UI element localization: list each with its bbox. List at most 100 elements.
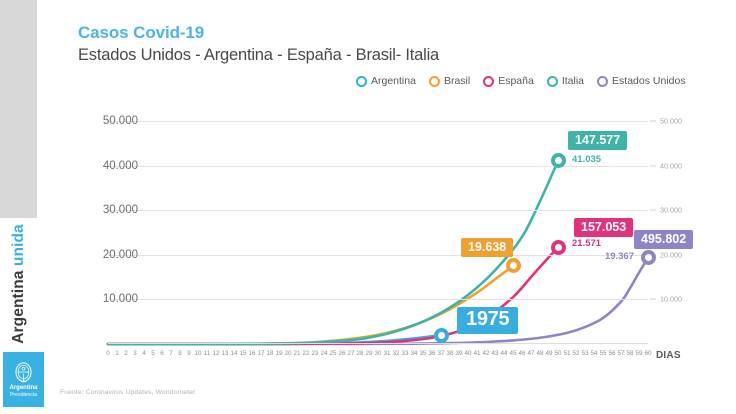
x-tick-label: 0	[106, 350, 110, 357]
y-tick-label-left: 50.000	[102, 114, 138, 127]
y-tick-label-right: 40.000	[660, 161, 682, 171]
legend-label: Brasil	[443, 75, 471, 87]
x-tick-label: 49	[545, 350, 553, 357]
x-tick-label: 25	[329, 350, 337, 357]
x-tick-label: 5	[151, 350, 155, 357]
x-axis-title: DIAS	[656, 350, 681, 361]
x-tick-label: 11	[203, 350, 211, 357]
x-tick-label: 12	[212, 350, 220, 357]
argentina-presidencia-logo: Argentina Presidencia	[3, 352, 44, 407]
callout-italia: 147.577	[568, 130, 628, 150]
gridline	[108, 299, 648, 301]
y-tick-mark-right	[650, 120, 656, 122]
sidebar-grey-block	[0, 0, 37, 218]
x-tick-label: 7	[169, 350, 173, 357]
x-tick-label: 50	[554, 350, 562, 357]
sidebar: Argentina unida Argentina Presidencia	[0, 0, 48, 414]
x-tick-label: 23	[311, 350, 319, 357]
x-tick-label: 26	[338, 350, 346, 357]
x-tick-label: 19	[275, 350, 283, 357]
chart-curves	[106, 159, 650, 346]
x-tick-label: 32	[392, 350, 400, 357]
brand-text-argentina: Argentina	[9, 266, 27, 344]
x-tick-label: 30	[374, 350, 382, 357]
x-tick-label: 41	[473, 350, 481, 357]
x-tick-label: 10	[194, 350, 202, 357]
x-tick-label: 58	[626, 350, 634, 357]
x-tick-label: 45	[509, 350, 517, 357]
gridline	[108, 165, 648, 167]
x-tick-label: 18	[266, 350, 274, 357]
x-tick-label: 2	[124, 350, 128, 357]
callout-brasil: 19.638	[461, 237, 514, 257]
gridline	[108, 120, 648, 122]
y-tick-label-right: 20.000	[660, 250, 682, 260]
x-tick-label: 28	[356, 350, 364, 357]
page-subtitle: Estados Unidos - Argentina - España - Br…	[78, 46, 440, 64]
legend-item-italia[interactable]: Italia	[546, 75, 584, 87]
x-tick-label: 13	[221, 350, 229, 357]
endpoint-value-italia: 41.035	[572, 153, 602, 165]
chart-header: Casos Covid-19 Estados Unidos - Argentin…	[78, 22, 698, 67]
data-point-marker-brasil[interactable]	[505, 258, 521, 274]
gridline	[108, 210, 648, 212]
x-tick-label: 36	[428, 350, 436, 357]
x-tick-label: 14	[230, 350, 238, 357]
x-tick-label: 22	[302, 350, 310, 357]
y-tick-mark-right	[650, 298, 656, 300]
x-tick-label: 40	[464, 350, 472, 357]
x-tick-label: 6	[160, 350, 164, 357]
callout-españa: 157.053	[574, 217, 634, 237]
x-tick-label: 47	[527, 350, 535, 357]
x-tick-label: 51	[563, 350, 571, 357]
x-tick-label: 56	[608, 350, 616, 357]
legend-item-estados-unidos[interactable]: Estados Unidos	[597, 75, 686, 87]
legend-marker-icon	[546, 75, 558, 87]
x-tick-label: 37	[437, 350, 445, 357]
x-tick-label: 8	[178, 350, 182, 357]
logo-label-argentina: Argentina	[9, 384, 38, 391]
y-tick-mark-right	[650, 209, 656, 211]
x-tick-label: 57	[617, 350, 625, 357]
x-tick-label: 60	[644, 350, 652, 357]
x-tick-label: 34	[410, 350, 418, 357]
data-point-marker-argentina[interactable]	[433, 327, 449, 343]
y-tick-label-right: 30.000	[660, 205, 682, 215]
data-point-marker-estados-unidos[interactable]	[640, 250, 656, 266]
x-tick-label: 35	[419, 350, 427, 357]
x-tick-label: 27	[347, 350, 355, 357]
legend-item-brasil[interactable]: Brasil	[428, 75, 471, 87]
legend-item-argentina[interactable]: Argentina	[356, 75, 416, 87]
chart-legend: Argentina Brasil España Italia Estados Unido…	[356, 75, 686, 87]
y-tick-label-right: 10.000	[660, 294, 682, 304]
x-tick-label: 4	[142, 350, 146, 357]
source-note: Fuente: Coronavirus Updates, Worldometer…	[60, 389, 197, 396]
callout-estados-unidos: 495.802	[634, 229, 694, 249]
endpoint-value-españa: 21.571	[572, 237, 602, 249]
x-tick-label: 53	[581, 350, 589, 357]
sidebar-brand: Argentina unida	[0, 218, 37, 350]
x-tick-label: 46	[518, 350, 526, 357]
data-point-marker-italia[interactable]	[550, 153, 566, 169]
x-tick-label: 21	[293, 350, 301, 357]
x-tick-label: 55	[599, 350, 607, 357]
x-tick-label: 43	[491, 350, 499, 357]
x-tick-label: 29	[365, 350, 373, 357]
legend-label: Argentina	[371, 75, 416, 87]
brand-text-unida: unida	[9, 224, 27, 267]
legend-marker-icon	[356, 75, 367, 87]
endpoint-value-estados-unidos: 19.367	[604, 250, 634, 262]
legend-item-españa[interactable]: España	[483, 75, 534, 87]
data-point-marker-españa[interactable]	[550, 240, 566, 256]
y-tick-label-left: 30.000	[102, 204, 138, 217]
logo-label-presidencia: Presidencia	[9, 391, 38, 398]
x-tick-label: 59	[635, 350, 643, 357]
x-tick-label: 33	[401, 350, 409, 357]
chart-plot-area	[106, 112, 650, 346]
x-tick-label: 9	[187, 350, 191, 357]
argentina-shield-icon	[15, 361, 32, 382]
series-line-estados-unidos	[106, 256, 650, 346]
x-tick-label: 38	[446, 350, 454, 357]
x-tick-label: 17	[257, 350, 265, 357]
